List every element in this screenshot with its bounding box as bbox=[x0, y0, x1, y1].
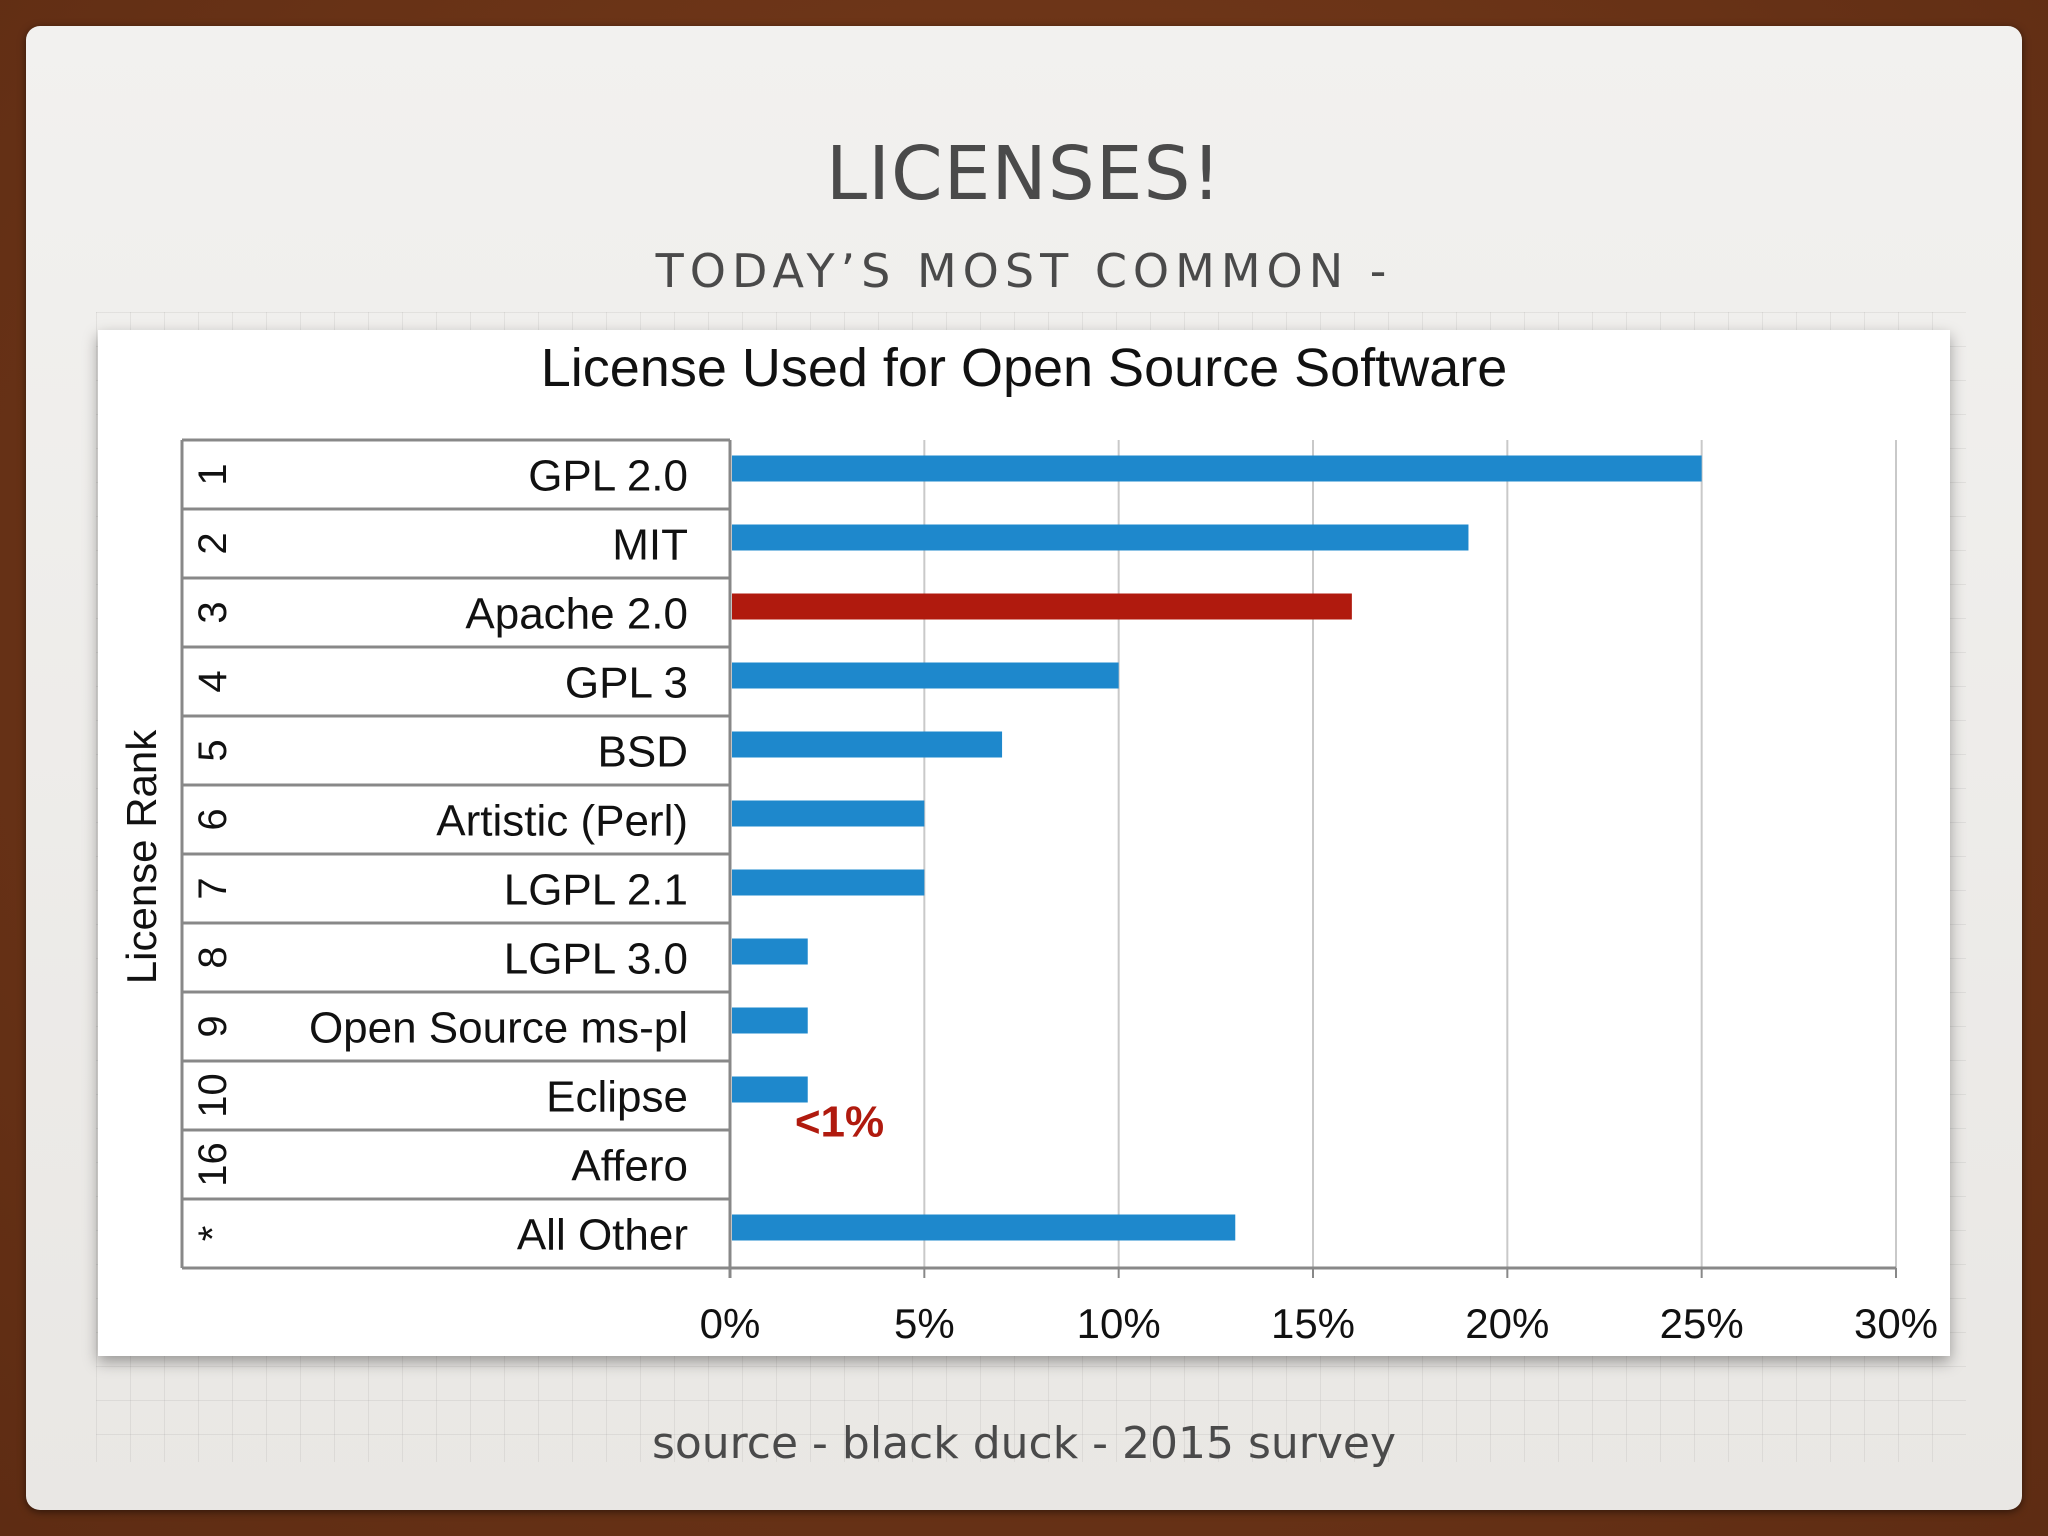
x-axis-ticks: 0% 5% 10% 15% 20% 25% 30% bbox=[182, 1266, 1938, 1347]
slide-subtitle: TODAY’S MOST COMMON - bbox=[655, 244, 1393, 298]
rank-label: 2 bbox=[191, 532, 235, 554]
category-label: MIT bbox=[612, 521, 688, 570]
x-tick-label: 10% bbox=[1077, 1300, 1161, 1347]
category-label: GPL 3 bbox=[565, 659, 688, 708]
rank-label: 6 bbox=[191, 808, 235, 830]
category-label: GPL 2.0 bbox=[528, 452, 688, 501]
category-label: Artistic (Perl) bbox=[436, 797, 688, 846]
rank-label: 16 bbox=[191, 1142, 235, 1187]
x-tick-label: 15% bbox=[1271, 1300, 1355, 1347]
category-label: BSD bbox=[598, 728, 688, 777]
bar bbox=[732, 731, 1003, 758]
category-label: LGPL 2.1 bbox=[504, 866, 688, 915]
category-label: LGPL 3.0 bbox=[504, 935, 688, 984]
category-label: Affero bbox=[571, 1142, 688, 1191]
bar bbox=[732, 524, 1469, 551]
annotation-label: <1% bbox=[795, 1098, 884, 1147]
rank-label: 1 bbox=[191, 463, 235, 485]
rank-label: 4 bbox=[191, 670, 235, 692]
bar bbox=[732, 938, 808, 965]
x-tick-label: 30% bbox=[1854, 1300, 1938, 1347]
annotations: <1% bbox=[795, 1098, 884, 1147]
bar bbox=[732, 1007, 808, 1034]
bar bbox=[732, 800, 925, 827]
x-tick-label: 5% bbox=[894, 1300, 955, 1347]
bar bbox=[732, 662, 1119, 689]
source-caption: source - black duck - 2015 survey bbox=[651, 1418, 1397, 1469]
chart-card: License Used for Open Source Software Li… bbox=[98, 330, 1950, 1356]
chart-title: License Used for Open Source Software bbox=[541, 338, 1508, 398]
bar bbox=[732, 455, 1702, 482]
category-label: Open Source ms-pl bbox=[309, 1004, 688, 1053]
bar bbox=[732, 1076, 808, 1103]
x-tick-label: 0% bbox=[700, 1300, 761, 1347]
category-label: Eclipse bbox=[546, 1073, 688, 1122]
y-axis-label: License Rank bbox=[118, 729, 165, 984]
category-label: Apache 2.0 bbox=[465, 590, 688, 639]
rank-label: 7 bbox=[191, 877, 235, 899]
gridlines bbox=[923, 440, 1897, 1268]
rank-label: 5 bbox=[191, 739, 235, 761]
rank-label: * bbox=[191, 1226, 235, 1242]
rank-label: 9 bbox=[191, 1015, 235, 1037]
bar bbox=[732, 593, 1352, 620]
bar bbox=[732, 869, 925, 896]
category-label: All Other bbox=[517, 1211, 688, 1260]
category-table: 1 GPL 2.0 2 MIT 3 Apache 2.0 4 GPL 3 5 BSD 6 Artist… bbox=[180, 438, 732, 1278]
rank-label: 3 bbox=[191, 601, 235, 623]
x-tick-label: 25% bbox=[1660, 1300, 1744, 1347]
x-tick-label: 20% bbox=[1465, 1300, 1549, 1347]
bar bbox=[732, 1214, 1236, 1241]
rank-label: 8 bbox=[191, 946, 235, 968]
rank-label: 10 bbox=[191, 1073, 235, 1118]
bars bbox=[732, 455, 1702, 1241]
bar-chart: License Used for Open Source Software Li… bbox=[118, 338, 1938, 1347]
slide-title: LICENSES! bbox=[825, 131, 1223, 217]
